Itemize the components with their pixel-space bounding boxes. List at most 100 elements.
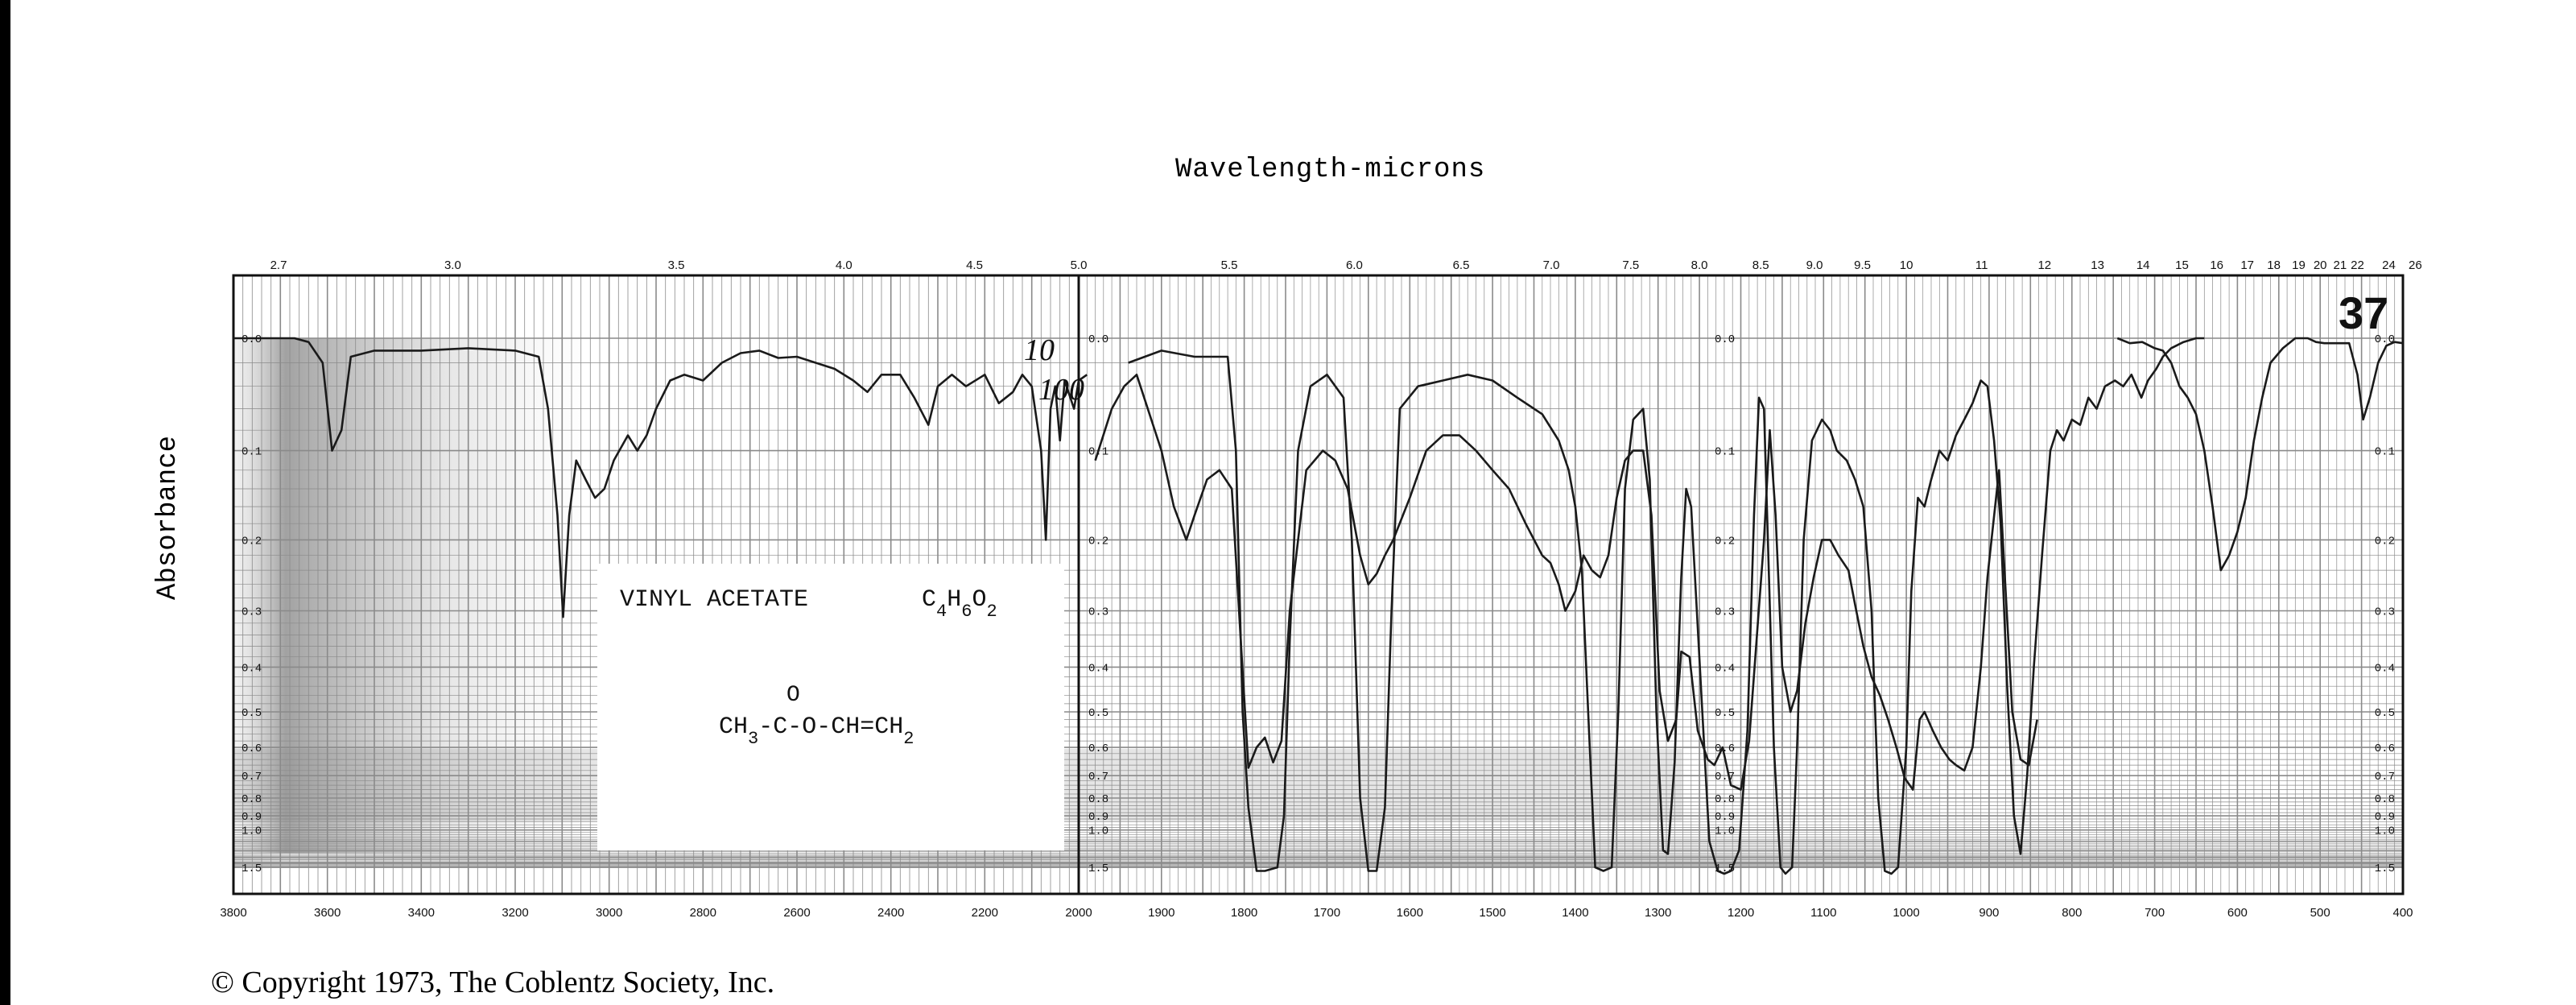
absorbance-tick-19: 0.4 bbox=[2375, 662, 2395, 675]
micron-tick-19: 14 bbox=[2136, 258, 2150, 272]
carbonyl-oxygen: O bbox=[786, 683, 800, 708]
absorbance-tick-47: 1.5 bbox=[2375, 862, 2395, 875]
absorbance-tick-30: 0.7 bbox=[1715, 771, 1735, 784]
micron-tick-5: 5.0 bbox=[1071, 258, 1088, 272]
micron-tick-13: 9.0 bbox=[1806, 258, 1823, 272]
absorbance-tick-24: 0.6 bbox=[242, 742, 262, 755]
wavenumber-tick-5: 2800 bbox=[690, 906, 716, 920]
micron-tick-labels: 2.7 3.0 3.5 4.0 4.5 5.0 5.5 6.0 6.5 7.0 7.5 8.0 8.5 9… bbox=[270, 258, 2422, 272]
wavenumber-tick-25: 400 bbox=[2392, 906, 2413, 920]
spectrum-series-2 bbox=[1128, 337, 2205, 875]
micron-tick-22: 17 bbox=[2240, 258, 2254, 272]
wavenumber-tick-23: 600 bbox=[2227, 906, 2248, 920]
plot-frame bbox=[232, 274, 2405, 895]
micron-tick-11: 8.0 bbox=[1691, 258, 1708, 272]
absorbance-tick-labels: 0.0 0.0 0.0 0.00.1 0.1 0.1 0.10.2 0.2 0.2 0.20.3 0… bbox=[242, 333, 2395, 875]
wavenumber-tick-9: 2000 bbox=[1065, 906, 1092, 920]
absorbance-tick-29: 0.7 bbox=[1088, 771, 1108, 784]
micron-tick-0: 2.7 bbox=[270, 258, 287, 272]
compound-formula: C4H6O2 bbox=[922, 586, 997, 622]
chart-number: 37 bbox=[2339, 287, 2388, 338]
wavenumber-tick-12: 1700 bbox=[1314, 906, 1340, 920]
absorbance-tick-33: 0.8 bbox=[1088, 793, 1108, 806]
pen-note-10: 10 bbox=[1024, 333, 1055, 367]
micron-tick-9: 7.0 bbox=[1543, 258, 1560, 272]
micron-tick-18: 13 bbox=[2091, 258, 2104, 272]
micron-tick-23: 18 bbox=[2267, 258, 2281, 272]
micron-tick-3: 4.0 bbox=[836, 258, 852, 272]
micron-tick-14: 9.5 bbox=[1854, 258, 1871, 272]
absorbance-tick-2: 0.0 bbox=[1715, 333, 1735, 346]
wavenumber-tick-22: 700 bbox=[2145, 906, 2165, 920]
absorbance-tick-13: 0.3 bbox=[1088, 606, 1108, 619]
absorbance-tick-1: 0.0 bbox=[1088, 333, 1108, 346]
spectrum-series-1 bbox=[1094, 373, 2038, 791]
grid-major bbox=[233, 275, 2404, 894]
absorbance-tick-7: 0.1 bbox=[2375, 446, 2395, 459]
micron-tick-17: 12 bbox=[2037, 258, 2051, 272]
absorbance-tick-21: 0.5 bbox=[1088, 707, 1108, 720]
spectrum-series-3 bbox=[2116, 337, 2404, 572]
micron-tick-6: 5.5 bbox=[1221, 258, 1238, 272]
micron-tick-8: 6.5 bbox=[1453, 258, 1470, 272]
absorbance-tick-22: 0.5 bbox=[1715, 707, 1735, 720]
micron-tick-20: 15 bbox=[2175, 258, 2189, 272]
absorbance-tick-12: 0.3 bbox=[242, 606, 262, 619]
absorbance-tick-17: 0.4 bbox=[1088, 662, 1108, 675]
absorbance-tick-4: 0.1 bbox=[242, 446, 262, 459]
spectrum-series-0 bbox=[233, 337, 1088, 618]
wavenumber-tick-0: 3800 bbox=[220, 906, 246, 920]
wavenumber-tick-3: 3200 bbox=[502, 906, 528, 920]
absorbance-tick-16: 0.4 bbox=[242, 662, 262, 675]
chart-title: Wavelength-microns bbox=[1175, 155, 1486, 185]
absorbance-tick-6: 0.1 bbox=[1715, 446, 1735, 459]
absorbance-tick-10: 0.2 bbox=[1715, 535, 1735, 548]
chart-shading bbox=[233, 338, 580, 854]
absorbance-tick-18: 0.4 bbox=[1715, 662, 1735, 675]
micron-tick-10: 7.5 bbox=[1622, 258, 1639, 272]
wavenumber-tick-7: 2400 bbox=[877, 906, 904, 920]
absorbance-tick-37: 0.9 bbox=[1088, 811, 1108, 824]
wavenumber-tick-2: 3400 bbox=[408, 906, 435, 920]
micron-tick-15: 10 bbox=[1900, 258, 1913, 272]
micron-tick-4: 4.5 bbox=[966, 258, 983, 272]
wavenumber-tick-24: 500 bbox=[2310, 906, 2330, 920]
pen-note-100: 100 bbox=[1038, 373, 1084, 407]
absorbance-tick-25: 0.6 bbox=[1088, 742, 1108, 755]
absorbance-tick-45: 1.5 bbox=[1088, 862, 1108, 875]
absorbance-tick-40: 1.0 bbox=[242, 825, 262, 838]
absorbance-tick-23: 0.5 bbox=[2375, 707, 2395, 720]
micron-tick-28: 24 bbox=[2382, 258, 2396, 272]
spectrum-traces bbox=[233, 337, 2404, 875]
wavenumber-tick-4: 3000 bbox=[596, 906, 622, 920]
compound-name: VINYL ACETATE bbox=[620, 586, 808, 614]
absorbance-tick-42: 1.0 bbox=[1715, 825, 1735, 838]
wavenumber-tick-1: 3600 bbox=[314, 906, 341, 920]
absorbance-tick-15: 0.3 bbox=[2375, 606, 2395, 619]
wavenumber-tick-15: 1400 bbox=[1562, 906, 1588, 920]
micron-tick-1: 3.0 bbox=[444, 258, 461, 272]
wavenumber-tick-19: 1000 bbox=[1893, 906, 1919, 920]
micron-tick-7: 6.0 bbox=[1346, 258, 1363, 272]
copyright-notice: © Copyright 1973, The Coblentz Society, … bbox=[211, 966, 775, 999]
micron-tick-24: 19 bbox=[2292, 258, 2306, 272]
absorbance-tick-38: 0.9 bbox=[1715, 811, 1735, 824]
wavenumber-tick-13: 1600 bbox=[1397, 906, 1423, 920]
wavenumber-tick-16: 1300 bbox=[1645, 906, 1671, 920]
absorbance-tick-41: 1.0 bbox=[1088, 825, 1108, 838]
wavenumber-tick-10: 1900 bbox=[1148, 906, 1174, 920]
micron-tick-29: 26 bbox=[2409, 258, 2422, 272]
absorbance-tick-44: 1.5 bbox=[242, 862, 262, 875]
micron-tick-16: 11 bbox=[1975, 258, 1988, 272]
absorbance-tick-9: 0.2 bbox=[1088, 535, 1108, 548]
micron-tick-21: 16 bbox=[2210, 258, 2223, 272]
wavenumber-tick-labels: 3800 3600 3400 3200 3000 2800 2600 2400 2200 2000… bbox=[220, 906, 2413, 920]
wavenumber-tick-17: 1200 bbox=[1728, 906, 1754, 920]
absorbance-tick-8: 0.2 bbox=[242, 535, 262, 548]
wavenumber-tick-20: 900 bbox=[1979, 906, 1999, 920]
left-border-rule bbox=[0, 0, 10, 1005]
compound-structure: CH3-C-O-CH=CH2 bbox=[719, 713, 914, 749]
absorbance-tick-34: 0.8 bbox=[1715, 793, 1735, 806]
absorbance-tick-20: 0.5 bbox=[242, 707, 262, 720]
absorbance-tick-32: 0.8 bbox=[242, 793, 262, 806]
